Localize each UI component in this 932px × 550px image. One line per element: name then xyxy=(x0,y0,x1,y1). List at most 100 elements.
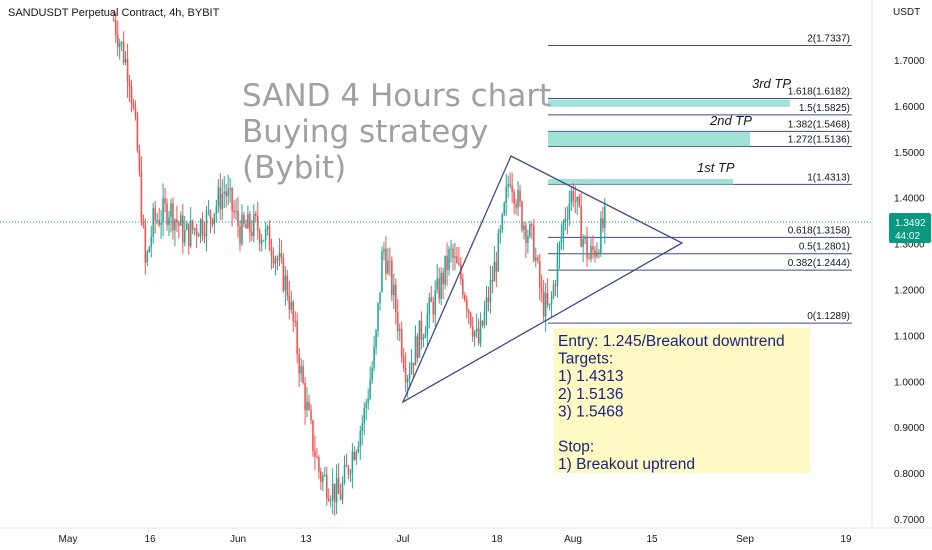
candle-body xyxy=(535,257,537,261)
take-profit-zones xyxy=(548,99,790,185)
x-tick-label: 19 xyxy=(840,534,852,545)
candle-body xyxy=(294,321,297,323)
candle-body xyxy=(529,224,531,237)
x-tick-label: Aug xyxy=(564,534,582,545)
candle-body xyxy=(369,380,371,399)
candle-body xyxy=(592,246,594,251)
candle-body xyxy=(546,293,549,305)
candle-body xyxy=(511,185,513,193)
y-tick-label: 0.7000 xyxy=(894,515,925,526)
candle-body xyxy=(122,42,125,63)
candle-body xyxy=(298,354,300,374)
symmetrical-triangle[interactable] xyxy=(401,155,684,404)
candle-body xyxy=(193,228,196,230)
candle-body xyxy=(487,297,490,303)
candle-body xyxy=(584,236,586,239)
tp-label: 2nd TP xyxy=(709,113,752,128)
candle-body xyxy=(564,218,567,222)
strategy-note[interactable]: Entry: 1.245/Breakout downtrendTargets:1… xyxy=(554,328,810,473)
candle-body xyxy=(533,225,535,261)
x-tick-label: Sep xyxy=(736,534,754,545)
candle-body xyxy=(251,231,253,237)
candle-body xyxy=(118,43,121,47)
candle-body xyxy=(540,287,543,292)
note-line: 2) 1.5136 xyxy=(558,386,624,403)
candle-body xyxy=(357,446,360,452)
candle-body xyxy=(475,328,478,332)
candle-body xyxy=(444,255,446,285)
y-tick-label: 0.8000 xyxy=(894,469,925,480)
candle-body xyxy=(515,203,517,208)
candle-body xyxy=(458,262,460,265)
candle-body xyxy=(430,297,433,302)
candle-body xyxy=(247,213,249,229)
candle-body xyxy=(400,329,403,357)
candle-body xyxy=(440,272,442,299)
candle-body xyxy=(554,284,557,286)
y-tick-label: 1.1000 xyxy=(894,331,925,342)
candle-body xyxy=(331,483,334,501)
candle-body xyxy=(221,193,224,210)
candle-body xyxy=(446,255,448,271)
candle-body xyxy=(191,220,194,230)
candle-body xyxy=(322,475,324,482)
candle-body xyxy=(507,184,509,187)
candle-body xyxy=(570,190,573,204)
candle-body xyxy=(341,482,344,500)
candle-body xyxy=(300,366,302,374)
candle-body xyxy=(128,82,131,87)
fib-level-label: 0.382(1.2444) xyxy=(788,258,850,269)
candle-body xyxy=(586,236,588,259)
candle-body xyxy=(485,297,488,312)
fib-level-label: 0.618(1.3158) xyxy=(788,225,850,236)
candle-body xyxy=(286,275,289,296)
candle-body xyxy=(162,198,164,223)
candle-body xyxy=(130,86,133,104)
candle-body xyxy=(156,219,158,221)
candle-body xyxy=(428,297,431,315)
candle-body xyxy=(185,223,188,230)
candle-body xyxy=(473,331,476,337)
price-axis[interactable] xyxy=(872,0,932,528)
candle-body xyxy=(176,219,178,223)
fib-level-label: 2(1.7337) xyxy=(807,34,850,45)
candle-body xyxy=(464,294,466,300)
candle-body xyxy=(436,278,438,290)
candle-body xyxy=(325,474,328,499)
candle-body xyxy=(124,58,127,63)
candle-body xyxy=(310,409,312,421)
candle-body xyxy=(253,213,255,237)
x-tick-label: 16 xyxy=(144,534,156,545)
last-price-badge: 1.3492 44:02 xyxy=(889,213,931,244)
candle-body xyxy=(172,203,174,231)
candle-body xyxy=(438,278,440,299)
candle-body xyxy=(375,330,377,348)
candle-body xyxy=(452,248,454,258)
candle-body xyxy=(339,493,342,500)
candle-body xyxy=(479,320,482,344)
symbol-header: SANDUSDT Perpetual Contract, 4h, BYBIT xyxy=(8,7,220,19)
candle-body xyxy=(113,19,115,21)
candle-body xyxy=(215,205,218,214)
y-tick-label: 1.7000 xyxy=(894,56,925,67)
candle-body xyxy=(355,451,358,460)
candle-body xyxy=(318,457,320,472)
tp-zone xyxy=(548,131,750,147)
candle-body xyxy=(308,401,310,410)
candle-body xyxy=(136,116,139,151)
candle-body xyxy=(337,477,340,494)
candle-body xyxy=(276,259,279,261)
candlestick-series xyxy=(113,10,606,516)
candle-body xyxy=(371,367,373,381)
fib-retracement[interactable]: 2(1.7337) 1.618(1.6182) 1.5(1.5825) 1.382(1… xyxy=(548,34,852,324)
y-tick-label: 1.4000 xyxy=(894,194,925,205)
candle-body xyxy=(359,431,362,447)
candle-body xyxy=(243,214,245,225)
fib-level-label: 1.5(1.5825) xyxy=(799,103,850,114)
candle-body xyxy=(211,218,214,225)
candle-body xyxy=(471,326,474,337)
title-line: SAND 4 Hours chart xyxy=(242,78,551,114)
time-axis[interactable] xyxy=(0,528,932,550)
